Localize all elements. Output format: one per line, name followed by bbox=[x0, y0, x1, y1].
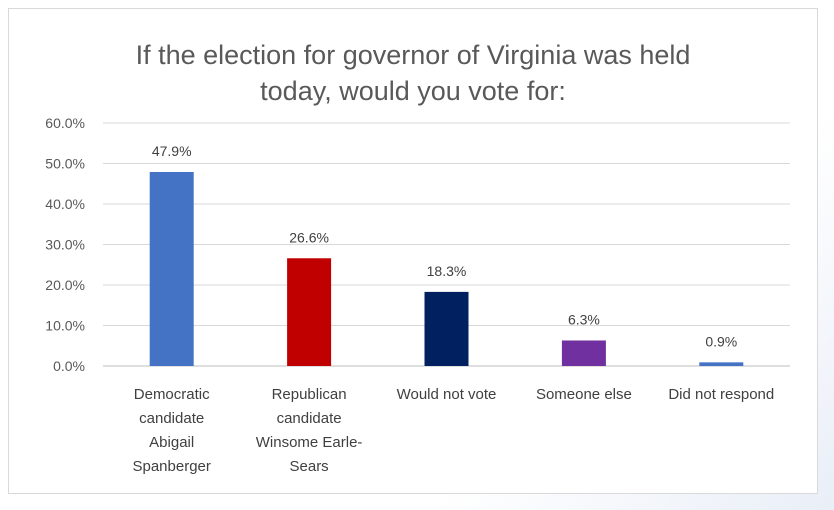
data-label: 26.6% bbox=[289, 229, 329, 245]
y-tick-label: 40.0% bbox=[45, 196, 85, 212]
bar bbox=[287, 258, 332, 366]
chart-title-line-1: If the election for governor of Virginia… bbox=[135, 40, 691, 70]
chart-area: If the election for governor of Virginia… bbox=[8, 8, 818, 494]
x-category-label: Did not respond bbox=[668, 386, 774, 403]
y-tick-label: 60.0% bbox=[45, 115, 85, 131]
bar-chart-plot: 0.0% 10.0% 20.0% 30.0% 40.0% 50.0% 60.0% 47.9% D… bbox=[45, 115, 790, 475]
x-category-label: Spanberger bbox=[132, 458, 210, 475]
bar bbox=[424, 291, 469, 366]
x-category-label: candidate bbox=[139, 410, 204, 427]
x-category-label: Would not vote bbox=[397, 386, 497, 403]
chart-title: If the election for governor of Virginia… bbox=[9, 37, 817, 109]
x-category-label: Sears bbox=[290, 458, 329, 475]
data-label: 0.9% bbox=[705, 333, 737, 349]
bar bbox=[561, 340, 606, 366]
data-label: 6.3% bbox=[568, 311, 600, 327]
x-category-label: candidate bbox=[277, 410, 342, 427]
x-category-label: Democratic bbox=[134, 386, 210, 403]
x-category-label: Winsome Earle- bbox=[256, 434, 363, 451]
bar bbox=[149, 172, 194, 366]
y-tick-label: 30.0% bbox=[45, 237, 85, 253]
x-category-label: Abigail bbox=[149, 434, 194, 451]
chart-title-line-2: today, would you vote for: bbox=[260, 76, 566, 106]
y-tick-label: 20.0% bbox=[45, 277, 85, 293]
y-tick-label: 10.0% bbox=[45, 318, 85, 334]
x-category-label: Republican bbox=[272, 386, 347, 403]
data-label: 18.3% bbox=[427, 263, 467, 279]
y-tick-label: 0.0% bbox=[53, 358, 85, 374]
x-category-label: Someone else bbox=[536, 386, 632, 403]
y-tick-label: 50.0% bbox=[45, 156, 85, 172]
bar bbox=[699, 362, 744, 366]
data-label: 47.9% bbox=[152, 143, 192, 159]
